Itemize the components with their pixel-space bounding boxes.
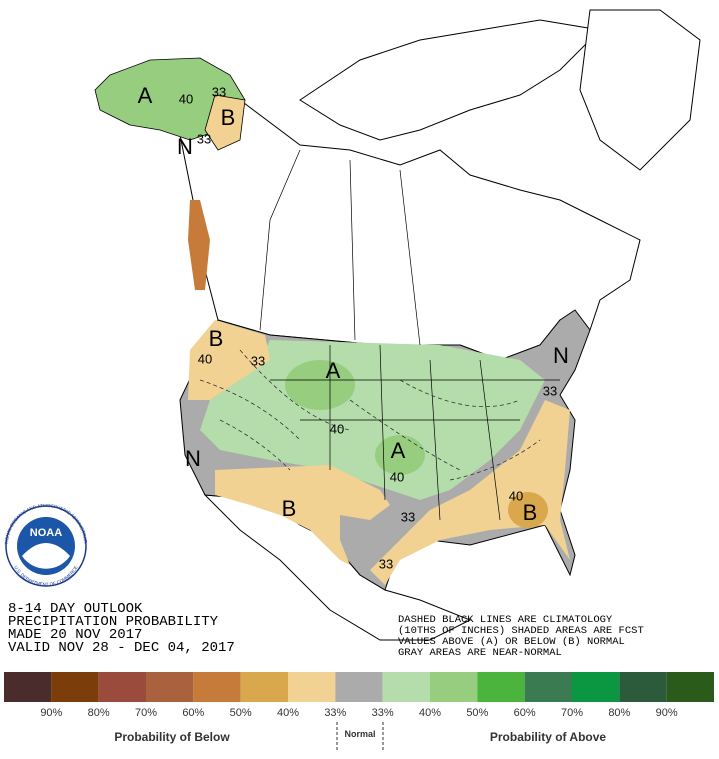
- map-label: B: [282, 496, 297, 521]
- map-label: 33: [401, 509, 415, 524]
- alaska: [94, 57, 246, 141]
- noaa-logo: NOAA NATIONAL OCEANIC AND ATMOSPHERIC AD…: [0, 0, 88, 587]
- legend-swatch: [288, 672, 336, 702]
- outlook-line: VALID NOV 28 - DEC 04, 2017: [8, 640, 235, 656]
- climatology-lines: [199, 349, 541, 481]
- alaska-panhandle: [204, 94, 246, 151]
- map-label: 40: [179, 91, 193, 106]
- legend-swatch: [666, 672, 714, 702]
- map: A 40 33 B N 33 B 40 33 A 40 A 40 N B 33 …: [94, 9, 701, 641]
- below-normal-region: [188, 320, 270, 400]
- legend-label: 33%: [372, 707, 394, 719]
- legend-swatch: [51, 672, 99, 702]
- legend-swatch: [335, 672, 383, 702]
- pacific-northwest-coast: [188, 200, 210, 290]
- map-label: 40: [509, 488, 523, 503]
- map-label: N: [553, 343, 569, 368]
- logo-ring-top: NATIONAL OCEANIC AND ATMOSPHERIC ADMINIS…: [0, 0, 88, 545]
- map-label: A: [326, 358, 341, 383]
- note-line: GRAY AREAS ARE NEAR-NORMAL: [398, 647, 562, 659]
- map-label: B: [221, 105, 236, 130]
- map-label: N: [177, 134, 193, 159]
- map-label: 33: [379, 556, 393, 571]
- legend: Probability of Below Normal Probability …: [4, 672, 714, 752]
- legend-title: Probability of Above: [490, 730, 607, 744]
- map-label: 33: [212, 84, 226, 99]
- legend-swatch: [193, 672, 241, 702]
- map-label: A: [391, 438, 406, 463]
- above-40-region: [375, 435, 425, 475]
- arctic-islands: [299, 19, 602, 141]
- legend-label: 70%: [561, 707, 583, 719]
- legend-swatch: [619, 672, 667, 702]
- notes-text: DASHED BLACK LINES ARE CLIMATOLOGY (10TH…: [398, 614, 644, 659]
- outlook-line: 8-14 DAY OUTLOOK: [8, 601, 143, 617]
- note-line: DASHED BLACK LINES ARE CLIMATOLOGY: [398, 614, 613, 626]
- legend-swatch: [382, 672, 430, 702]
- map-label: B: [209, 326, 224, 351]
- legend-label: 33%: [324, 707, 346, 719]
- outlook-text: 8-14 DAY OUTLOOK PRECIPITATION PROBABILI…: [8, 601, 235, 656]
- map-label: B: [523, 500, 538, 525]
- legend-label: 90%: [656, 707, 678, 719]
- legend-label: 40%: [419, 707, 441, 719]
- legend-swatch: [146, 672, 194, 702]
- legend-label: 90%: [40, 707, 62, 719]
- legend-title: Normal: [344, 729, 375, 739]
- logo-ring-text: NATIONAL OCEANIC AND ATMOSPHERIC ADMINIS…: [0, 0, 88, 545]
- greenland: [579, 9, 701, 171]
- legend-label: 80%: [608, 707, 630, 719]
- legend-label: 60%: [514, 707, 536, 719]
- below-40-region: [508, 492, 548, 528]
- legend-title: Probability of Below: [114, 730, 230, 744]
- legend-swatch: [4, 672, 52, 702]
- legend-swatch: [572, 672, 620, 702]
- legend-label: 60%: [182, 707, 204, 719]
- logo-name: NOAA: [30, 527, 62, 539]
- map-label: 40: [198, 351, 212, 366]
- note-line: (10THS OF INCHES) SHADED AREAS ARE FCST: [398, 625, 644, 637]
- legend-swatch: [524, 672, 572, 702]
- above-40-region: [285, 360, 355, 410]
- note-line: VALUES ABOVE (A) OR BELOW (B) NORMAL: [398, 636, 625, 648]
- map-label: 33: [543, 383, 557, 398]
- map-label: 40: [330, 421, 344, 436]
- legend-label: 50%: [466, 707, 488, 719]
- outlook-line: MADE 20 NOV 2017: [8, 627, 142, 643]
- map-label: 40: [390, 469, 404, 484]
- legend-label: 80%: [88, 707, 110, 719]
- legend-swatch: [477, 672, 525, 702]
- legend-label: 70%: [135, 707, 157, 719]
- map-label: 33: [197, 131, 211, 146]
- legend-swatch: [240, 672, 288, 702]
- legend-swatch: [430, 672, 478, 702]
- map-label: 33: [251, 353, 265, 368]
- logo-gull: [22, 543, 70, 569]
- legend-label: 50%: [230, 707, 252, 719]
- map-label: A: [138, 83, 153, 108]
- legend-swatch: [98, 672, 146, 702]
- map-label: N: [185, 446, 201, 471]
- below-normal-region: [370, 400, 570, 585]
- legend-label: 40%: [277, 707, 299, 719]
- outlook-line: PRECIPITATION PROBABILITY: [8, 614, 219, 630]
- below-normal-region: [215, 465, 390, 565]
- borders: [259, 149, 560, 521]
